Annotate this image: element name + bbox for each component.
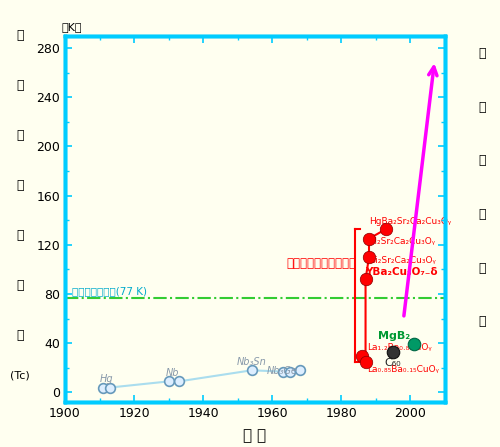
Text: Nb: Nb [166, 368, 179, 378]
X-axis label: 年 代: 年 代 [244, 429, 266, 443]
Text: 移: 移 [16, 229, 24, 242]
Text: 度: 度 [16, 329, 24, 342]
Text: 体: 体 [479, 315, 486, 329]
Text: C₆₀: C₆₀ [385, 358, 402, 368]
Text: 超: 超 [479, 154, 486, 168]
Text: YBa₂Cu₃O₇₋δ: YBa₂Cu₃O₇₋δ [366, 267, 438, 277]
Text: MgB₂: MgB₂ [378, 331, 410, 341]
Text: 窒素の液化温度(77 K): 窒素の液化温度(77 K) [72, 287, 147, 296]
Text: (Tc): (Tc) [10, 371, 30, 380]
Text: Nb₃Sn: Nb₃Sn [236, 357, 266, 367]
Text: 温: 温 [479, 101, 486, 114]
Text: （K）: （K） [61, 22, 82, 32]
Text: 銅酸化物高温超伝導体: 銅酸化物高温超伝導体 [286, 257, 356, 270]
Text: 導: 導 [479, 261, 486, 275]
Text: 伝: 伝 [479, 208, 486, 221]
Text: Nb₃Ge: Nb₃Ge [267, 367, 298, 376]
Text: Tl₂Sr₂Ca₂Cu₃Oᵧ: Tl₂Sr₂Ca₂Cu₃Oᵧ [369, 237, 435, 246]
Text: HgBa₂Sr₂Ca₂Cu₃Oᵧ: HgBa₂Sr₂Ca₂Cu₃Oᵧ [369, 217, 451, 227]
Text: 温: 温 [16, 279, 24, 292]
Text: 伝: 伝 [16, 79, 24, 92]
Text: 超: 超 [16, 29, 24, 42]
Text: La₀.₈₅Ba₀.₁₅CuOᵧ: La₀.₈₅Ba₀.₁₅CuOᵧ [368, 365, 440, 375]
Text: 高: 高 [479, 47, 486, 60]
Text: 導: 導 [16, 129, 24, 142]
Text: Bi₂Sr₂Ca₂Cu₃Oᵧ: Bi₂Sr₂Ca₂Cu₃Oᵧ [369, 256, 436, 265]
Text: Hg: Hg [100, 374, 114, 384]
Text: La₁.₂Ba₀.₈CuOᵧ: La₁.₂Ba₀.₈CuOᵧ [368, 343, 432, 352]
Text: 転: 転 [16, 179, 24, 192]
